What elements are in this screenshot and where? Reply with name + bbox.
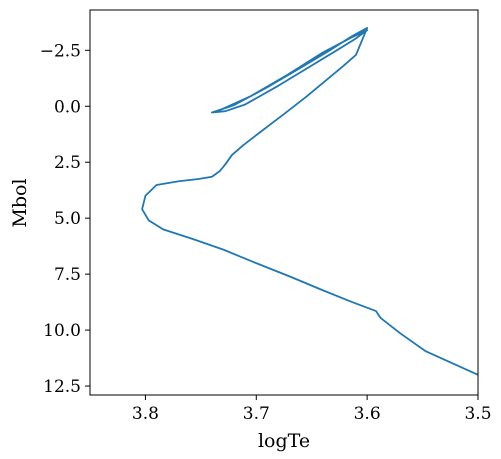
- y-tick-label: 12.5: [43, 377, 81, 397]
- x-tick-label: 3.8: [132, 404, 159, 424]
- x-axis-label: logTe: [258, 430, 310, 452]
- plot-frame: [89, 9, 479, 396]
- y-axis-label: Mbol: [9, 178, 31, 227]
- x-tick-label: 3.6: [354, 404, 381, 424]
- x-axis-ticks: 3.8 3.7 3.6 3.5: [132, 395, 492, 424]
- y-tick-label: 7.5: [54, 265, 81, 285]
- y-tick-label: 2.5: [54, 153, 81, 173]
- x-tick-label: 3.7: [243, 404, 270, 424]
- y-axis-ticks: −2.5 0.0 2.5 5.0 7.5 10.0 12.5: [40, 41, 90, 397]
- series-layer: [141, 27, 479, 376]
- y-tick-label: 5.0: [54, 209, 81, 229]
- y-tick-label: 0.0: [54, 97, 81, 117]
- y-tick-label: −2.5: [40, 41, 81, 61]
- y-tick-label: 10.0: [43, 321, 81, 341]
- series-line-0: [141, 27, 479, 376]
- x-tick-label: 3.5: [464, 404, 491, 424]
